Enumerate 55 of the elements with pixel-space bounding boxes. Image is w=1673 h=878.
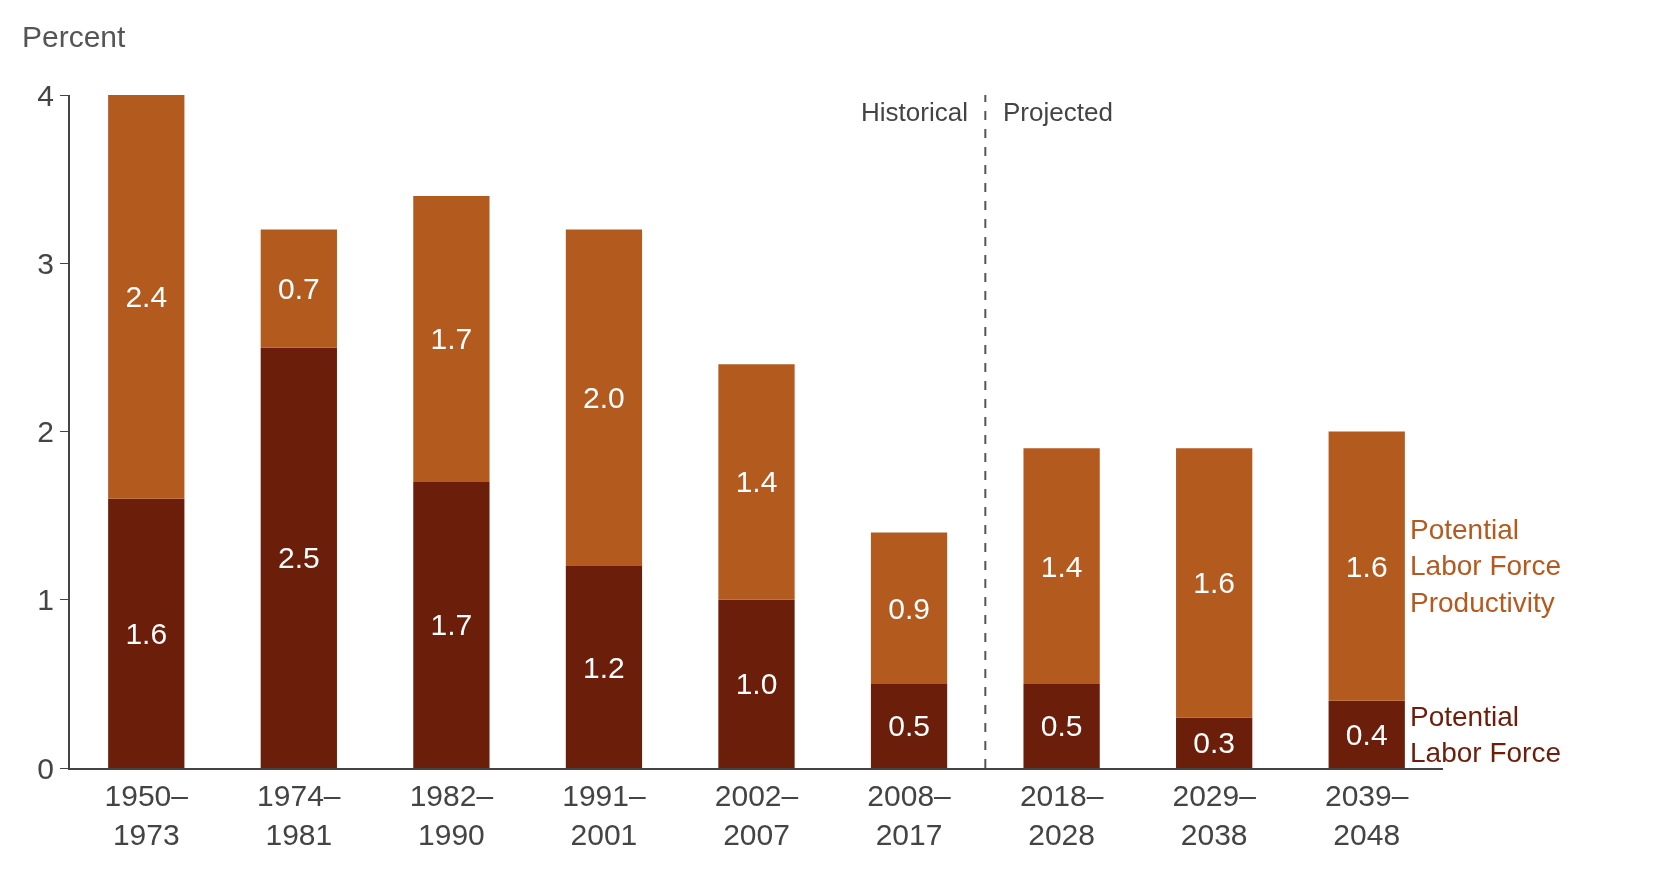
data-label: 1.6: [1193, 566, 1236, 600]
series-label: Potential Labor Force Productivity: [1410, 514, 1561, 618]
x-tick-label: 1974– 1981: [257, 779, 341, 851]
y-tick-label: 3: [37, 246, 54, 280]
bar: [413, 195, 490, 482]
data-label: 1.6: [1345, 549, 1388, 583]
series-label: Potential Labor Force: [1410, 701, 1561, 769]
bar: [1176, 717, 1253, 768]
data-label: 2.4: [125, 280, 168, 314]
annotation: Projected: [1003, 97, 1113, 127]
data-label: 1.7: [430, 608, 473, 642]
x-tick-label: 1991– 2001: [562, 779, 646, 851]
data-label: 1.2: [583, 650, 625, 684]
y-tick-label: 1: [37, 583, 54, 617]
data-label: 0.7: [277, 271, 320, 305]
x-tick-label: 1982– 1990: [409, 779, 494, 851]
bar: [1023, 448, 1100, 684]
x-tick-label: 1950– 1973: [104, 779, 189, 851]
data-label: 1.6: [125, 616, 168, 650]
x-tick-label: 2008– 2017: [867, 779, 952, 851]
data-label: 0.4: [1345, 717, 1388, 751]
y-tick-label: 4: [37, 78, 54, 112]
bar: [1023, 683, 1100, 768]
bar: [260, 229, 337, 348]
data-label: 0.5: [888, 709, 930, 743]
data-label: 0.9: [888, 591, 930, 625]
bar: [1176, 448, 1253, 718]
bar: [1328, 700, 1405, 768]
bar: [108, 498, 185, 768]
data-label: 0.3: [1193, 726, 1236, 760]
bar: [1328, 431, 1405, 701]
data-label: 1.0: [735, 667, 778, 701]
data-label: 1.4: [735, 465, 778, 499]
bar: [260, 347, 337, 768]
bar: [565, 566, 643, 768]
bar: [413, 481, 490, 768]
data-label: 2.0: [583, 381, 625, 415]
x-tick-label: 2029– 2038: [1172, 779, 1257, 851]
bar: [718, 364, 795, 600]
y-tick-label: 2: [37, 415, 54, 448]
y-tick-label: 0: [37, 751, 54, 785]
bar: [718, 599, 795, 768]
data-label: 0.5: [1040, 709, 1083, 743]
data-label: 1.7: [430, 322, 473, 356]
bar: [870, 683, 948, 768]
annotation: Historical: [861, 97, 968, 127]
x-tick-label: 2039– 2048: [1325, 779, 1409, 851]
y-axis-title: Percent: [22, 20, 127, 53]
bar: [108, 95, 185, 499]
data-label: 1.4: [1040, 549, 1083, 583]
x-tick-label: 2018– 2028: [1019, 779, 1104, 851]
data-label: 2.5: [277, 541, 320, 575]
x-tick-label: 2002– 2007: [714, 779, 799, 851]
bar: [565, 229, 643, 567]
bar: [870, 532, 948, 684]
